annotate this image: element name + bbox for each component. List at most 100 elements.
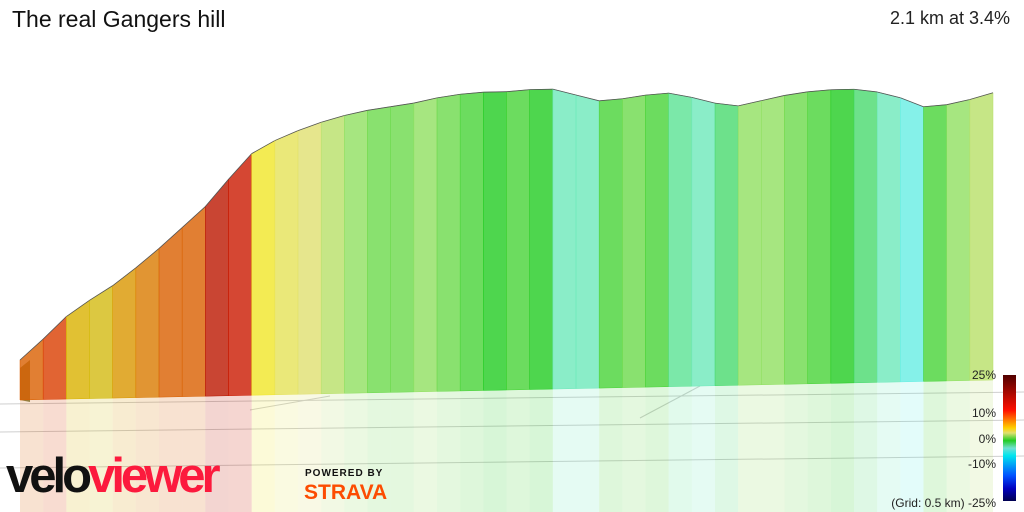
- profile-top-edge: [66, 299, 90, 317]
- profile-top-edge: [877, 91, 901, 99]
- profile-top-edge: [691, 96, 716, 104]
- reflection-segment: [460, 390, 484, 512]
- profile-top-edge: [668, 92, 692, 98]
- reflection-segment: [599, 387, 623, 512]
- profile-segment: [853, 89, 878, 384]
- reflection-segment: [738, 384, 762, 512]
- profile-segment: [390, 102, 415, 393]
- legend-tick: 25%: [971, 368, 996, 382]
- profile-segment: [598, 98, 623, 389]
- profile-top-edge: [436, 93, 461, 99]
- reflection-segment: [830, 382, 854, 512]
- profile-top-edge: [344, 109, 368, 116]
- floor-grid-line: [0, 455, 1024, 469]
- profile-top-edge: [19, 338, 44, 361]
- profile-segment: [320, 115, 345, 395]
- profile-segment: [691, 97, 716, 387]
- profile-segments: [19, 88, 994, 402]
- profile-top-edge: [761, 95, 785, 102]
- floor-grid: [0, 385, 1024, 469]
- reflection-segment: [715, 385, 739, 512]
- reflection-segment: [228, 395, 252, 512]
- reflection-segment: [529, 389, 553, 512]
- profile-top-edge: [228, 153, 252, 180]
- profile-top-edge: [89, 285, 113, 301]
- profile-top-edge: [900, 97, 924, 108]
- reflection-segment: [251, 394, 275, 512]
- profile-segment: [807, 89, 832, 385]
- reflection-segment: [946, 380, 970, 512]
- profile-segment: [529, 88, 554, 390]
- profile-top-edge: [714, 102, 739, 107]
- profile-segment: [228, 152, 252, 396]
- profile-reflection: [20, 380, 993, 512]
- legend-tick: 10%: [971, 406, 996, 420]
- profile-segment: [205, 178, 229, 397]
- profile-top-edge: [575, 94, 600, 102]
- strava-logo: STRAVA: [304, 481, 388, 504]
- profile-segment: [645, 92, 669, 388]
- reflection-segment: [923, 380, 947, 512]
- reflection-segment: [344, 392, 368, 512]
- profile-segment: [66, 299, 90, 400]
- profile-segment: [552, 88, 577, 390]
- legend-grid-note: (Grid: 0.5 km) -25%: [891, 496, 996, 510]
- profile-segment: [42, 315, 67, 400]
- profile-segment: [737, 100, 762, 386]
- profile-top-edge: [297, 121, 322, 132]
- profile-segment: [923, 104, 947, 382]
- profile-segment: [135, 247, 160, 398]
- profile-segment: [714, 102, 739, 386]
- reflection-segment: [576, 388, 600, 512]
- reflection-segment: [112, 397, 136, 512]
- reflection-segment: [274, 394, 298, 512]
- profile-segment: [297, 121, 322, 395]
- profile-top-edge: [645, 92, 669, 96]
- profile-top-edge: [853, 88, 878, 93]
- profile-top-edge: [599, 98, 623, 102]
- profile-segment: [344, 109, 368, 394]
- profile-segment: [946, 99, 971, 382]
- reflection-segment: [205, 395, 229, 512]
- reflection-segment: [900, 381, 924, 512]
- floor-grid-line: [639, 385, 701, 419]
- profile-top-edge: [158, 227, 183, 249]
- profile-segment: [969, 92, 994, 381]
- profile-top-edge: [42, 316, 67, 340]
- profile-segment: [784, 91, 808, 385]
- profile-segment: [413, 97, 438, 393]
- profile-top-edge: [946, 99, 970, 106]
- route-summary: 2.1 km at 3.4%: [889, 8, 1010, 28]
- profile-segment: [900, 97, 924, 383]
- veloviewer-logo: veloviewer: [6, 449, 221, 503]
- profile-top-edge: [251, 140, 276, 154]
- profile-segment: [19, 338, 44, 401]
- reflection-segment: [969, 380, 993, 512]
- profile-segment: [459, 91, 484, 392]
- reflection-segment: [89, 398, 113, 512]
- powered-by-label: POWERED BY: [305, 468, 384, 479]
- profile-top-edge: [784, 91, 808, 96]
- profile-segment: [436, 93, 461, 392]
- profile-segment: [506, 89, 530, 391]
- profile-top-edge: [923, 104, 947, 108]
- profile-top-edge: [112, 267, 137, 286]
- profile-top-edge: [181, 206, 206, 228]
- profile-segment: [251, 140, 276, 396]
- reflection-segment: [552, 388, 576, 512]
- floor-grid-line: [0, 419, 1024, 433]
- profile-segment: [274, 130, 299, 396]
- reflection-segment: [807, 383, 831, 512]
- profile-top-edge: [321, 115, 345, 123]
- reflection-segment: [321, 393, 345, 512]
- profile-top-edge: [135, 248, 160, 269]
- profile-top-edge: [969, 92, 994, 100]
- profile-segment: [181, 206, 206, 397]
- profile-top-edge: [205, 179, 229, 207]
- profile-top-edge: [552, 88, 577, 96]
- reflection-segment: [784, 383, 808, 512]
- reflection-segment: [483, 390, 507, 512]
- reflection-segment: [437, 390, 461, 512]
- reflection-segment: [367, 392, 391, 512]
